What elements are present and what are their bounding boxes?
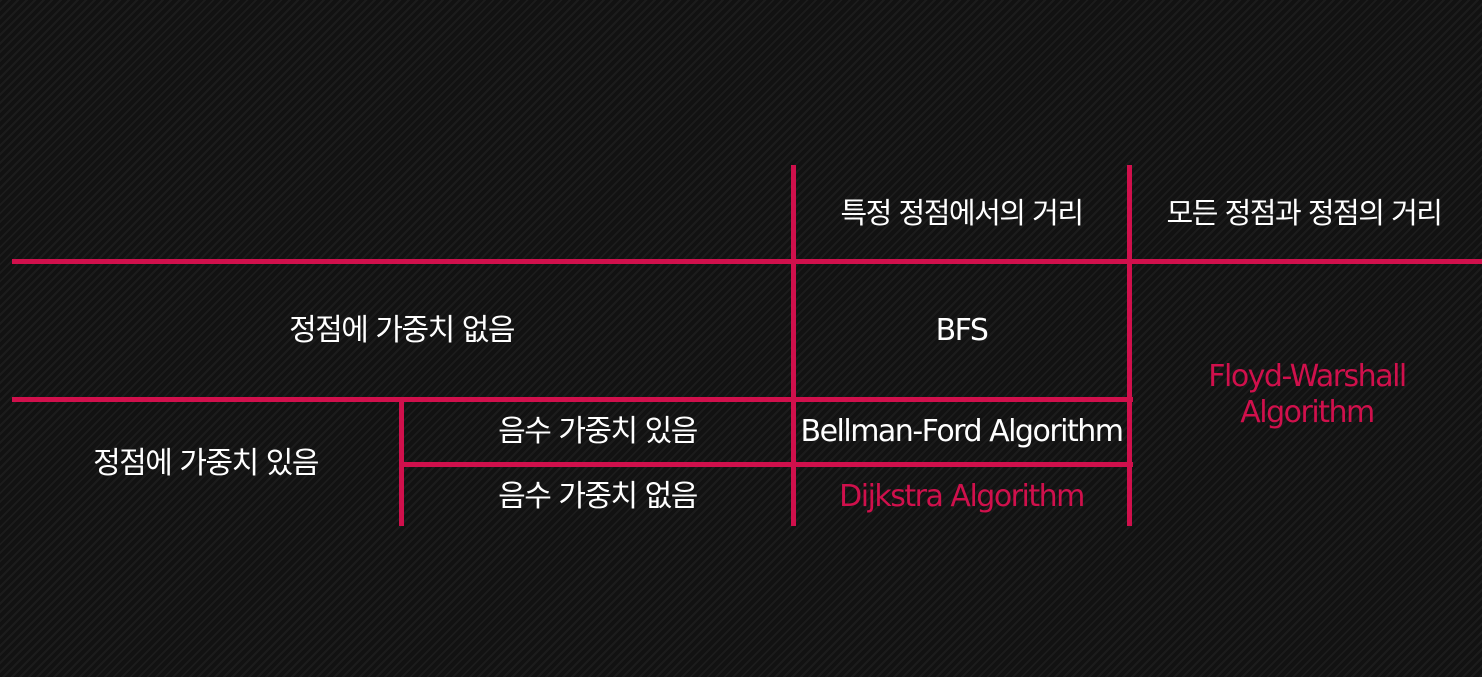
row-label-weighted: 정점에 가중치 있음: [93, 446, 319, 481]
floyd-warshall-line-2: Algorithm: [1240, 395, 1375, 430]
row-label-unweighted: 정점에 가중치 없음: [289, 312, 515, 348]
subrow-label-no-negative-weights: 음수 가중치 없음: [498, 478, 698, 514]
algorithm-dijkstra: Dijkstra Algorithm: [839, 478, 1085, 514]
algorithm-bfs: BFS: [935, 312, 989, 348]
floyd-warshall-line-1: Floyd-Warshall: [1208, 359, 1407, 394]
column-divider-line-middle: [791, 165, 796, 526]
row-divider-line: [12, 397, 1133, 402]
header-single-source: 특정 정점에서의 거리: [840, 195, 1084, 230]
column-divider-line-right: [1127, 165, 1132, 526]
subrow-divider-line: [403, 462, 1133, 467]
algorithm-floyd-warshall: Floyd-Warshall Algorithm: [1132, 264, 1482, 526]
column-divider-line-left: [399, 397, 404, 526]
algorithm-bellman-ford: Bellman-Ford Algorithm: [800, 414, 1124, 449]
header-all-pairs: 모든 정점과 정점의 거리: [1166, 195, 1443, 230]
subrow-label-negative-weights: 음수 가중치 있음: [498, 414, 698, 449]
header-divider-line: [12, 259, 1482, 264]
